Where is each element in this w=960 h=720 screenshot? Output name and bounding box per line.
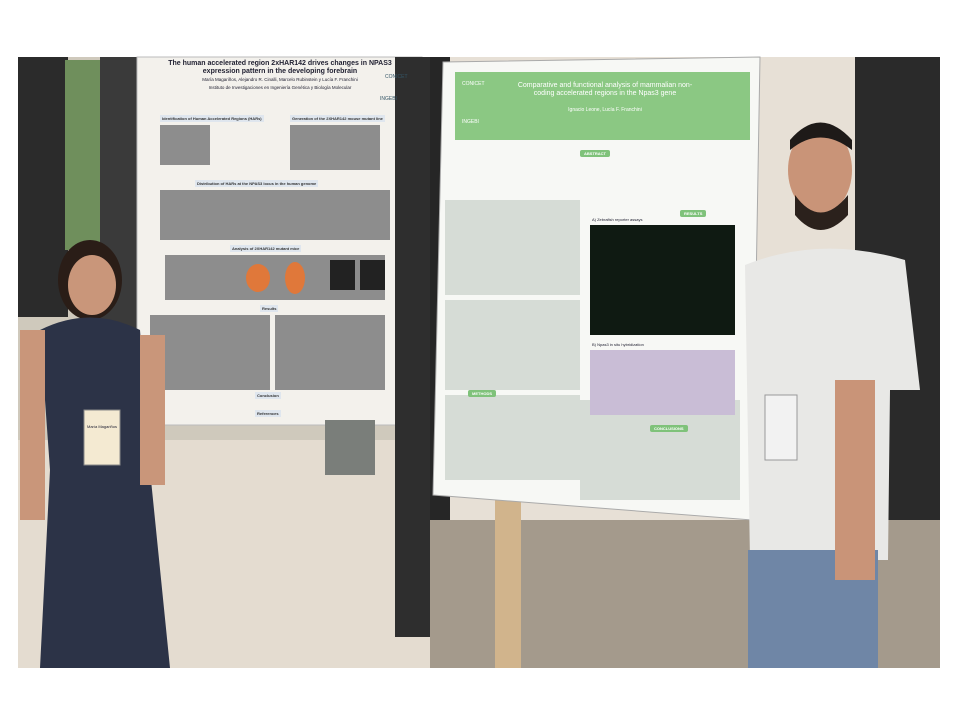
- section-header: Results: [260, 305, 279, 312]
- in-situ-panel: [590, 350, 735, 415]
- logo-text: INGEBI: [462, 119, 479, 125]
- poster-authors: María Magariños, Alejandro R. Cinalli, M…: [202, 77, 358, 82]
- section-header: References: [255, 410, 281, 417]
- zebrafish-panel: [590, 225, 735, 335]
- section-header: METHODS: [468, 390, 496, 397]
- window: [65, 60, 105, 250]
- panel: [395, 57, 430, 637]
- beard: [795, 195, 848, 230]
- poster-title: Comparative and functional analysis of m…: [517, 82, 693, 97]
- section-header: CONCLUSIONS: [650, 425, 688, 432]
- t-shirt: [745, 248, 920, 561]
- section-header: ABSTRACT: [580, 150, 610, 157]
- title-banner: [455, 72, 750, 140]
- arm: [20, 330, 45, 520]
- section-header: Generation of the 2XHAR142 mouse mutant …: [290, 115, 385, 122]
- name-badge: [83, 409, 121, 466]
- brain-image: [285, 262, 305, 294]
- arm: [835, 380, 875, 580]
- section-header: Analysis of 2XHAR142 mutant mice: [230, 245, 302, 252]
- poster-authors: Ignacio Leone, Lucía F. Franchini: [568, 107, 642, 113]
- section-header: Conclusion: [255, 392, 281, 399]
- badge-name: María Magariños: [86, 424, 117, 429]
- hair: [790, 122, 852, 150]
- section-header: A) Zebrafish reporter assays: [592, 217, 643, 222]
- poster-stand: [495, 495, 521, 668]
- logo-text: INGEBI: [380, 96, 397, 102]
- brain-image: [246, 264, 270, 292]
- logo-text: CONICET: [385, 74, 408, 80]
- face: [788, 126, 852, 214]
- poster-figures: [445, 200, 740, 500]
- section-header: Distribution of HARs at the NPAS3 locus …: [195, 180, 319, 187]
- logo-text: CONICET: [462, 81, 485, 87]
- jumpsuit: [40, 317, 170, 668]
- embryo-image: [330, 260, 355, 290]
- poster-title: The human accelerated region 2xHAR142 dr…: [168, 60, 392, 75]
- embryo-image: [360, 260, 385, 290]
- face: [68, 255, 116, 315]
- poster-figures: [150, 125, 390, 390]
- section-header: Identification of Human Accelerated Regi…: [160, 115, 264, 122]
- arm: [140, 335, 165, 485]
- section-header: RESULTS: [680, 210, 707, 217]
- poster-institute: Instituto de Investigaciones en Ingenier…: [208, 85, 352, 90]
- name-badge: [764, 394, 798, 461]
- legs: [325, 420, 375, 475]
- section-header: B) Npas3 in situ hybridization: [592, 342, 644, 347]
